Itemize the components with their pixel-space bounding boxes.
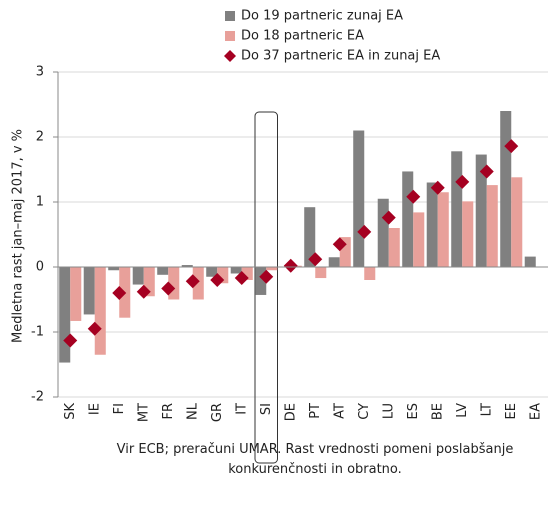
diamond-marker [381,210,396,225]
x-tick-label: FI [112,403,127,414]
diamond-marker [63,333,78,348]
legend-swatch [224,50,236,62]
bar [511,177,523,267]
x-tick-label: AT [332,403,347,419]
legend-swatch [225,31,235,41]
x-tick-label: EE [504,403,519,419]
bar [241,267,253,280]
x-tick-label: EA [528,403,543,420]
bar [255,267,267,295]
bar [108,267,120,271]
diamond-marker [357,224,372,239]
x-tick-label: LU [381,403,396,419]
x-tick-label: LT [479,403,494,416]
bar [315,267,327,279]
y-tick-label: 1 [36,195,44,210]
y-tick-label: -2 [31,390,44,405]
diamond-marker [504,139,519,154]
bar [181,265,193,267]
bar [70,267,82,321]
x-tick-label: CY [357,403,372,420]
bar [413,212,425,267]
y-tick-label: -1 [31,325,44,340]
x-tick-label: SK [63,403,78,420]
x-tick-label: ES [406,403,421,419]
bar [168,267,180,300]
diamond-marker [234,271,249,286]
bar [426,182,438,267]
bar [402,171,414,267]
bar [83,267,95,315]
bar [132,267,144,285]
highlight-box [254,111,278,464]
bar [217,267,229,284]
x-tick-label: SI [259,403,274,415]
bar [353,130,365,267]
bar [524,256,536,267]
diamond-marker [136,284,151,299]
x-tick-label: GR [210,403,225,422]
bar [157,267,169,275]
x-tick-label: IE [87,403,102,415]
bar [388,228,400,267]
x-tick-label: BE [430,403,445,420]
diamond-marker [455,174,470,189]
bar [94,267,106,355]
diamond-marker [332,237,347,252]
diamond-marker [479,164,494,179]
bar [364,267,376,280]
x-tick-label: FR [161,403,176,420]
diamond-marker [308,252,323,267]
legend-label: Do 18 partneric EA [241,29,364,44]
diamond-marker [430,180,445,195]
x-tick-label: DE [283,403,298,421]
bar [339,237,351,267]
y-axis-label: Medletna rast jan–maj 2017, v % [11,129,26,343]
diamond-marker [283,258,298,273]
bar [59,267,71,363]
legend-label: Do 37 partneric EA in zunaj EA [241,49,440,64]
diamond-marker [406,189,421,204]
bar [486,185,498,267]
bar [143,267,155,297]
note: konkurenčnosti in obratno. [228,462,402,477]
x-tick-label: PT [308,403,323,419]
y-tick-label: 2 [36,130,44,145]
x-tick-label: NL [185,402,200,420]
x-tick-label: MT [136,403,151,422]
bar [377,198,389,267]
legend-label: Do 19 partneric zunaj EA [241,9,403,24]
note: Vir ECB; preračuni UMAR. Rast vrednosti … [117,442,514,457]
diamond-marker [112,286,127,300]
y-tick-label: 0 [36,260,44,275]
bar [475,154,487,267]
diamond-marker [185,274,200,289]
diamond-marker [259,269,274,284]
x-tick-label: IT [234,403,249,415]
bar [451,151,463,267]
bar [500,111,512,267]
bar [192,267,204,300]
y-tick-label: 3 [36,65,44,80]
x-tick-label: LV [455,403,470,418]
diamond-marker [161,281,176,296]
bar [462,201,474,267]
bar [266,267,278,271]
diamond-marker [210,273,225,287]
bar [437,192,449,267]
bar [206,267,218,277]
bar [304,207,316,267]
diamond-marker [87,321,102,336]
legend-swatch [225,11,235,21]
bar [230,267,242,274]
bar [328,257,340,267]
